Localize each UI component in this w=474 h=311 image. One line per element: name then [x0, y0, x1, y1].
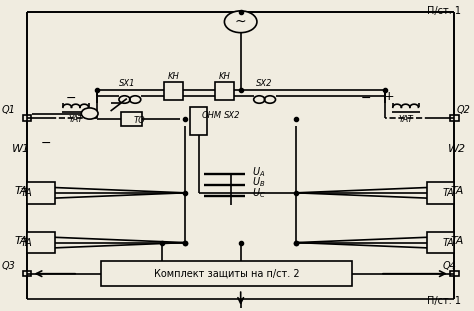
Text: ~: ~ — [235, 15, 246, 29]
Text: TA: TA — [443, 188, 455, 198]
Bar — [450, 271, 458, 276]
Bar — [215, 82, 234, 100]
Bar — [101, 261, 352, 286]
Text: TA: TA — [450, 186, 464, 196]
Text: TO: TO — [134, 116, 146, 125]
Text: TA: TA — [15, 236, 28, 246]
Text: П/ст. 1: П/ст. 1 — [427, 296, 461, 306]
Text: YAT: YAT — [398, 115, 413, 124]
Text: −: − — [361, 91, 371, 104]
Bar — [450, 115, 458, 121]
Bar — [427, 182, 455, 204]
Circle shape — [82, 108, 98, 119]
Text: Q2: Q2 — [457, 105, 471, 115]
Text: W1: W1 — [12, 144, 30, 154]
Text: KH: KH — [167, 72, 179, 81]
Text: −: − — [40, 137, 51, 150]
Text: ОНМ: ОНМ — [201, 111, 221, 119]
Bar — [121, 112, 142, 126]
Text: KH: KH — [219, 72, 230, 81]
Text: −: − — [66, 91, 76, 104]
Text: Q4: Q4 — [443, 261, 457, 271]
Circle shape — [224, 11, 257, 33]
Text: TA: TA — [20, 188, 32, 198]
Bar — [27, 232, 55, 253]
Text: П/ст. 1: П/ст. 1 — [427, 6, 461, 16]
Text: $U_B$: $U_B$ — [252, 176, 265, 189]
Text: $U_C$: $U_C$ — [252, 187, 266, 200]
Text: TA: TA — [450, 236, 464, 246]
Text: Q3: Q3 — [1, 261, 15, 271]
Text: SX1: SX1 — [118, 79, 135, 88]
Text: TA: TA — [15, 186, 28, 196]
Text: YAT: YAT — [68, 115, 83, 124]
Text: Q1: Q1 — [1, 105, 15, 115]
Text: TA: TA — [443, 238, 455, 248]
Text: SX2: SX2 — [255, 79, 272, 88]
Text: TA: TA — [20, 238, 32, 248]
Bar — [27, 182, 55, 204]
Bar — [23, 271, 31, 276]
Text: $U_A$: $U_A$ — [252, 165, 265, 179]
Text: SX2: SX2 — [224, 111, 241, 119]
Text: +: + — [384, 90, 395, 103]
Text: Комплект защиты на п/ст. 2: Комплект защиты на п/ст. 2 — [154, 269, 300, 279]
Bar — [23, 115, 31, 121]
Text: W2: W2 — [447, 144, 466, 154]
Bar — [191, 107, 207, 135]
Bar — [427, 232, 455, 253]
Bar — [164, 82, 182, 100]
